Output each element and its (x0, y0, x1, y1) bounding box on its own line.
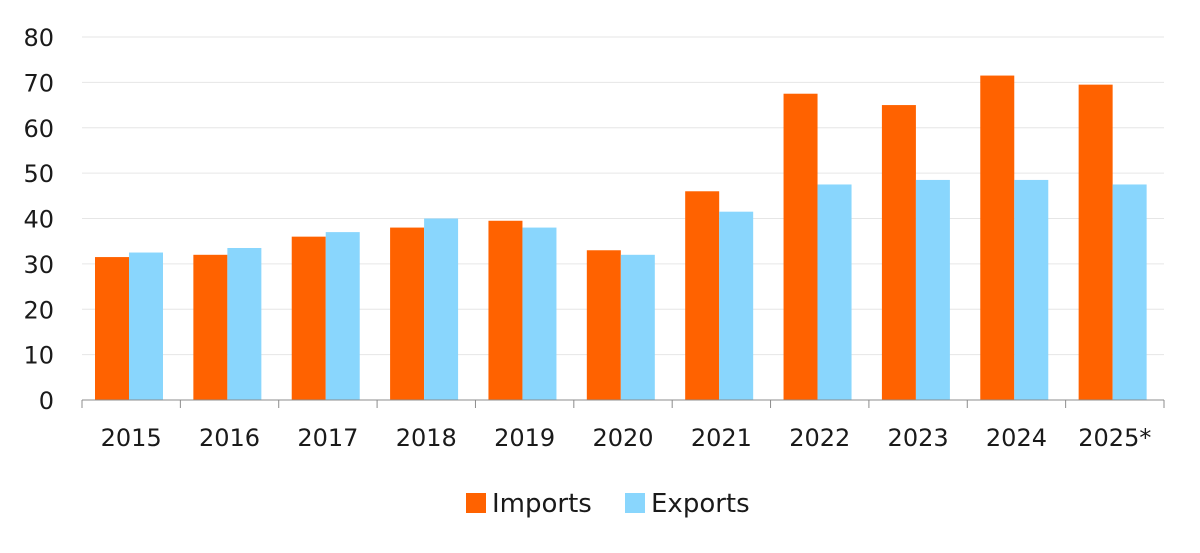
x-tick-label: 2018 (396, 424, 457, 452)
y-tick-label: 10 (23, 342, 54, 370)
x-tick-label: 2019 (494, 424, 555, 452)
x-tick-label: 2024 (986, 424, 1047, 452)
bar-exports-2019 (522, 227, 557, 400)
y-tick-label: 30 (23, 251, 54, 279)
bar-imports-2018 (390, 227, 425, 400)
bar-imports-2023 (881, 105, 916, 400)
bar-imports-2022 (783, 93, 818, 400)
bar-exports-2015 (129, 252, 163, 400)
bar-exports-2020 (620, 254, 655, 400)
bar-exports-2024 (1014, 179, 1049, 400)
y-tick-label: 20 (23, 296, 54, 324)
y-tick-label: 70 (23, 69, 54, 97)
bar-exports-2025 (1112, 184, 1147, 400)
x-tick-label: 2022 (789, 424, 850, 452)
bar-imports-2020 (586, 250, 621, 400)
x-tick-label: 2025* (1078, 424, 1151, 452)
x-tick-label: 2017 (297, 424, 358, 452)
y-tick-label: 40 (23, 206, 54, 234)
y-tick-label: 50 (23, 160, 54, 188)
bar-imports-2019 (488, 220, 523, 400)
y-axis-ticks: 0 10 20 30 40 50 60 70 80 (23, 24, 54, 415)
x-tick-label: 2016 (199, 424, 260, 452)
x-tick-label: 2015 (101, 424, 162, 452)
bar-imports-2021 (685, 191, 720, 400)
x-axis (81, 399, 1165, 408)
legend-swatch-exports (625, 493, 645, 513)
bar-imports-2024 (980, 75, 1015, 400)
bar-imports-2015 (95, 257, 129, 400)
bar-exports-2017 (325, 232, 360, 400)
legend-label-exports: Exports (651, 489, 750, 519)
bar-exports-2016 (227, 247, 262, 400)
legend-label-imports: Imports (492, 489, 592, 519)
x-tick-label: 2021 (691, 424, 752, 452)
x-tick-label: 2020 (592, 424, 653, 452)
bar-exports-2023 (915, 179, 950, 400)
y-tick-label: 60 (23, 115, 54, 143)
legend: Imports Exports (466, 489, 750, 519)
legend-swatch-imports (466, 493, 486, 513)
y-tick-label: 0 (39, 387, 54, 415)
bar-exports-2018 (424, 218, 459, 400)
x-tick-label: 2023 (888, 424, 949, 452)
bar-imports-2017 (291, 236, 326, 400)
bar-exports-2021 (719, 211, 754, 400)
x-axis-ticks: 2015 2016 2017 2018 2019 2020 2021 2022 2023 2024… (101, 424, 1152, 452)
bar-imports-2016 (193, 254, 228, 400)
y-tick-label: 80 (23, 24, 54, 52)
bar-imports-2025 (1078, 84, 1113, 401)
bars (95, 75, 1147, 401)
bar-exports-2022 (817, 184, 852, 400)
